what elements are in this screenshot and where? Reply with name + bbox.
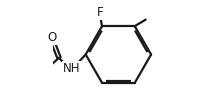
Text: NH: NH [63,62,80,75]
Text: F: F [97,6,103,19]
Text: O: O [48,31,57,44]
